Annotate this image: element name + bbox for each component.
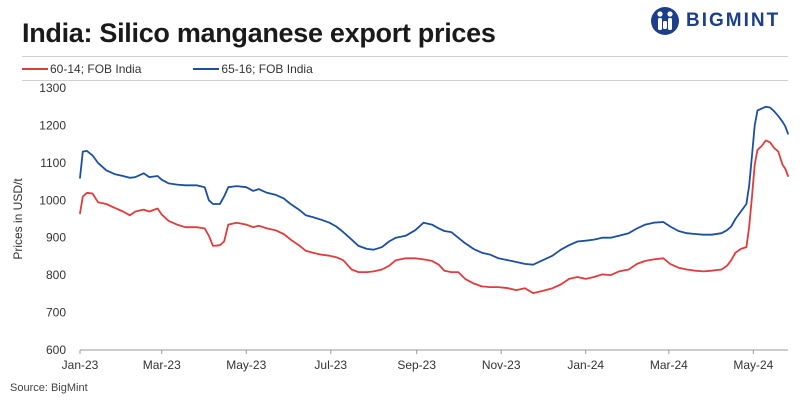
legend-divider (22, 80, 788, 81)
legend-item-60-14: 60-14; FOB India (22, 62, 141, 76)
legend-item-65-16: 65-16; FOB India (193, 62, 313, 76)
y-tick-label-1100: 1100 (40, 156, 66, 170)
x-tick-label-May-23: May-23 (226, 358, 266, 372)
legend-label-60-14: 60-14; FOB India (50, 62, 142, 76)
x-tick-label-May-24: May-24 (733, 358, 773, 372)
page-title: India: Silico manganese export prices (22, 18, 496, 48)
y-tick-label-700: 700 (46, 306, 66, 320)
y-tick-label-1000: 1000 (39, 193, 66, 207)
x-tick-label-Mar-24: Mar-24 (650, 358, 688, 372)
y-tick-label-1300: 1300 (39, 81, 66, 95)
y-tick-label-1200: 1200 (39, 118, 66, 132)
x-tick-label-Jan-24: Jan-24 (567, 358, 604, 372)
y-tick-label-800: 800 (46, 268, 66, 282)
chart-legend: 60-14; FOB India 65-16; FOB India (22, 62, 365, 76)
line-chart: 600 700 800 900 1000 1100 1200 1300 Jan-23 Mar-23… (11, 81, 789, 372)
bigmint-logo: BIGMINT (650, 6, 780, 36)
legend-swatch-65-16 (193, 68, 220, 70)
y-tick-label-600: 600 (46, 343, 66, 357)
series-line-60-14 (79, 139, 789, 294)
title-divider (22, 56, 788, 57)
legend-swatch-60-14 (22, 68, 48, 70)
x-tick-label-Jul-23: Jul-23 (314, 358, 347, 372)
legend-label-65-16: 65-16; FOB India (221, 62, 313, 76)
bigmint-logo-icon (651, 7, 679, 35)
y-axis-label: Prices in USD/t (11, 178, 25, 260)
x-tick-label-Sep-23: Sep-23 (397, 358, 436, 372)
source-note: Source: BigMint (10, 382, 88, 394)
x-tick-label-Nov-23: Nov-23 (482, 358, 521, 372)
y-tick-label-900: 900 (46, 231, 66, 245)
x-tick-label-Mar-23: Mar-23 (143, 358, 181, 372)
x-tick-label-Jan-23: Jan-23 (62, 358, 99, 372)
series-line-65-16 (79, 105, 789, 266)
logo-text: BIGMINT (686, 10, 781, 31)
